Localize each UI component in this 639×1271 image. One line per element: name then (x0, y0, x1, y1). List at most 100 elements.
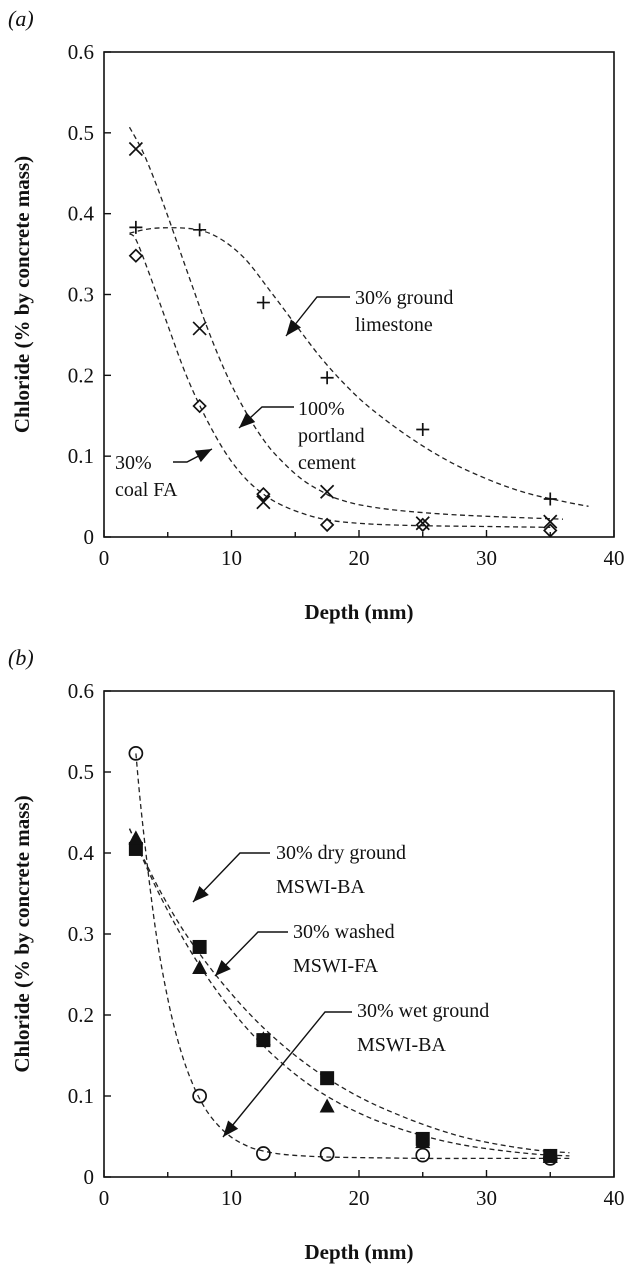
annotation-text: portland (298, 425, 365, 447)
x-tick-label: 10 (221, 546, 242, 570)
x-marker (128, 141, 143, 157)
x-tick-label: 30 (476, 546, 497, 570)
annotation-2: 30% washed MSWI-FA (214, 921, 395, 977)
annotation-text: 100% (298, 398, 345, 420)
annotation-text: MSWI-BA (276, 876, 365, 898)
y-tick-label: 0.4 (68, 202, 95, 226)
series-diamond (128, 248, 558, 538)
annotation-text: MSWI-BA (357, 1034, 446, 1056)
square-marker (128, 841, 143, 856)
chart-panel-a: (a) 0 0.1 0.2 0.3 0.4 0.5 0.6 0 10 20 30 40 Depth (mm… (8, 6, 625, 624)
circle-marker (319, 1146, 335, 1162)
y-tick-label: 0.1 (68, 444, 94, 468)
y-tick-label: 0.2 (68, 363, 94, 387)
plus-marker (416, 422, 430, 436)
x-tick-label: 0 (99, 546, 110, 570)
triangle-marker (415, 1134, 431, 1149)
y-tick-label: 0.1 (68, 1084, 94, 1108)
annotation-text: 30% wet ground (357, 1000, 489, 1022)
diamond-marker (256, 486, 271, 502)
x-axis-title: Depth (mm) (304, 1240, 413, 1264)
annotation-text: MSWI-FA (293, 955, 379, 977)
annotation-1: 30% ground limestone (285, 287, 453, 337)
arrowhead-icon (239, 412, 256, 428)
y-tick-label: 0.6 (68, 679, 94, 703)
x-tick-label: 20 (349, 546, 370, 570)
plus-marker (129, 220, 143, 234)
triangle-marker (192, 960, 208, 975)
y-tick-label: 0.5 (68, 760, 94, 784)
triangle-marker (128, 830, 144, 845)
arrowhead-icon (194, 449, 212, 463)
plus-marker (193, 223, 207, 237)
diamond-marker (192, 398, 207, 414)
arrowhead-icon (223, 1120, 239, 1137)
annotation-3: 30% wet ground MSWI-BA (222, 1000, 489, 1138)
x-axis-title: Depth (mm) (304, 600, 413, 624)
annotation-2: 100% portland cement (238, 398, 365, 474)
fit-curve-2 (128, 126, 564, 520)
x-tick-label: 0 (99, 1186, 110, 1210)
x-marker (256, 495, 271, 510)
plus-marker (320, 371, 334, 385)
fit-curve-3 (129, 233, 551, 528)
diamond-marker (415, 517, 430, 533)
y-tick-label: 0 (84, 1165, 95, 1189)
triangle-marker (319, 1098, 335, 1113)
panel-label: (b) (8, 645, 34, 670)
annotation-text: 30% dry ground (276, 842, 406, 864)
annotation-text: 30% ground (355, 287, 453, 309)
annotation-arrow (285, 296, 350, 337)
annotation-arrow (192, 852, 270, 903)
diamond-marker (319, 517, 335, 533)
series-plus (129, 220, 557, 506)
diamond-marker (543, 523, 558, 538)
annotation-text: 30% washed (293, 921, 395, 943)
circle-marker (542, 1151, 558, 1166)
annotation-arrow (222, 1011, 352, 1138)
annotation-text: cement (298, 452, 356, 474)
square-marker (320, 1071, 335, 1086)
circle-marker (192, 1088, 207, 1104)
annotation-text: 30% (115, 452, 152, 474)
x-marker (543, 514, 558, 529)
diamond-marker (128, 248, 144, 263)
x-tick-label: 10 (221, 1186, 242, 1210)
x-tick-label: 20 (349, 1186, 370, 1210)
x-marker (320, 484, 335, 499)
arrowhead-icon (286, 319, 301, 336)
x-marker (192, 321, 207, 336)
triangle-marker (542, 1148, 558, 1163)
annotation-text: coal FA (115, 479, 178, 501)
y-tick-label: 0.3 (68, 922, 94, 946)
series-circle (128, 746, 558, 1166)
annotation-text: limestone (355, 314, 433, 336)
series-triangle (128, 830, 558, 1163)
x-tick-label: 40 (604, 1186, 625, 1210)
circle-marker (256, 1146, 271, 1161)
y-tick-label: 0 (84, 525, 95, 549)
y-tick-label: 0.3 (68, 283, 94, 307)
y-tick-label: 0.5 (68, 121, 94, 145)
annotation-3: 30% coal FA (115, 448, 213, 501)
y-tick-label: 0.4 (68, 841, 95, 865)
plus-marker (256, 296, 270, 310)
chart-panel-b: (b) 0 0.1 0.2 0.3 0.4 0.5 0.6 0 10 20 30 40 Depth (mm… (8, 645, 625, 1264)
y-tick-label: 0.2 (68, 1003, 94, 1027)
y-axis-title: Chloride (% by concrete mass) (10, 795, 34, 1072)
circle-marker (415, 1147, 431, 1163)
circle-marker (128, 746, 144, 761)
square-marker (192, 939, 207, 954)
triangle-marker (255, 1031, 271, 1046)
x-tick-label: 40 (604, 546, 625, 570)
panel-label: (a) (8, 6, 34, 31)
arrowhead-icon (215, 960, 231, 976)
y-tick-label: 0.6 (68, 40, 94, 64)
annotation-1: 30% dry ground MSWI-BA (192, 842, 406, 903)
plus-marker (543, 492, 557, 506)
annotation-arrow (214, 931, 288, 977)
y-axis-title: Chloride (% by concrete mass) (10, 156, 34, 433)
fit-curve-3 (135, 753, 570, 1160)
x-tick-label: 30 (476, 1186, 497, 1210)
